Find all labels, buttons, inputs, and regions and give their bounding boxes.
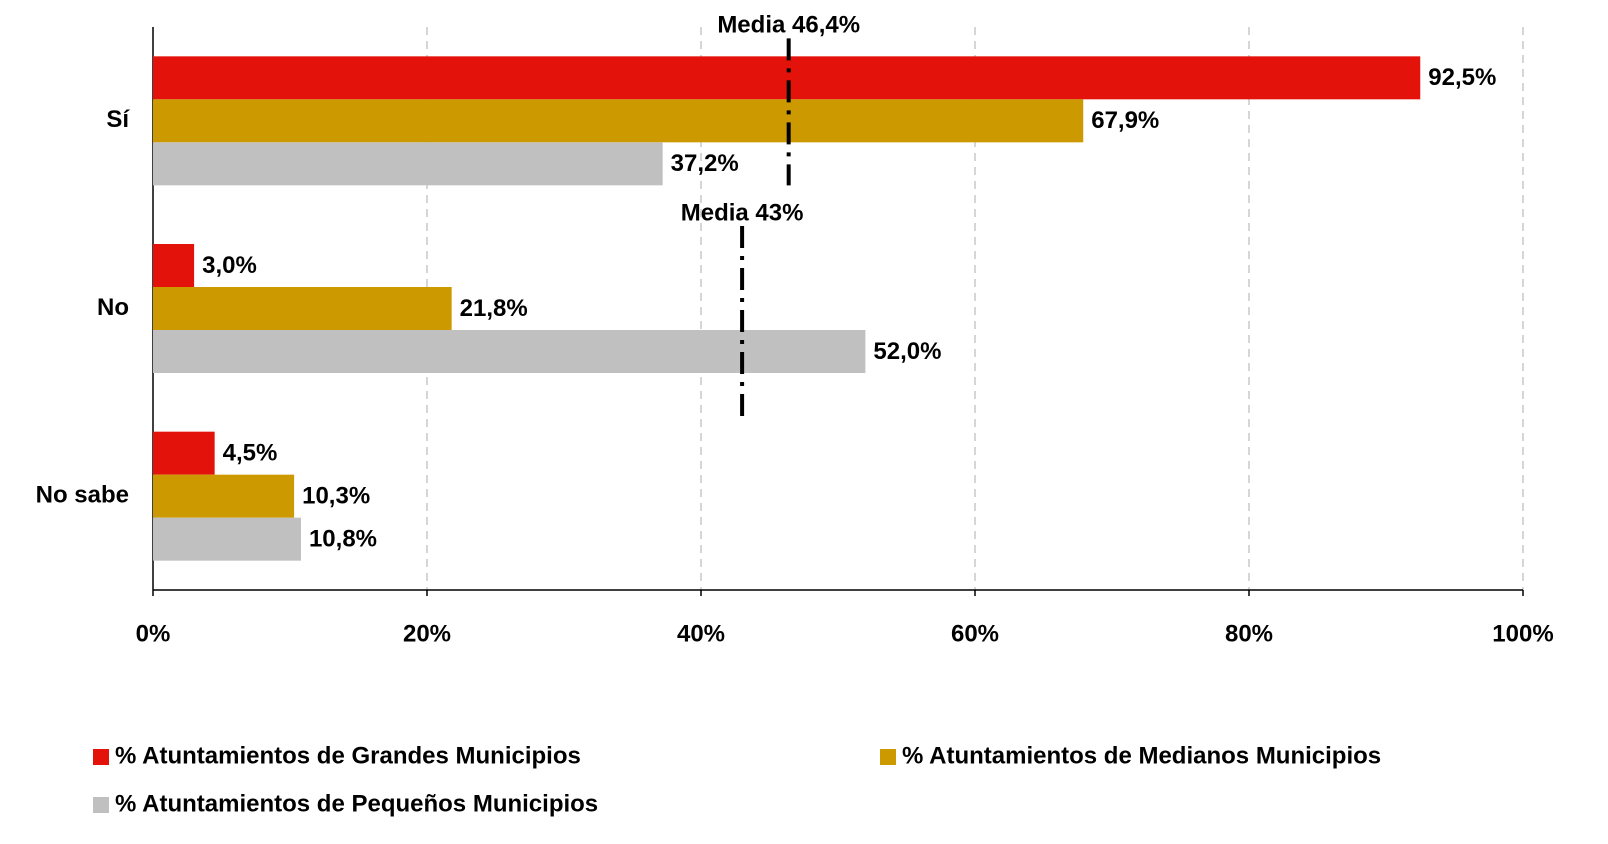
data-label: 92,5%: [1428, 64, 1496, 91]
data-label: 3,0%: [202, 252, 257, 279]
bar: [153, 99, 1084, 143]
legend-label: % Atuntamientos de Grandes Municipios: [115, 742, 581, 769]
y-tick-label: No: [97, 294, 129, 321]
bar: [153, 142, 663, 186]
legend-swatch: [93, 749, 109, 765]
bar: [153, 330, 866, 373]
data-label: 21,8%: [460, 295, 528, 322]
legend-swatch: [880, 749, 896, 765]
x-tick-label: 20%: [403, 620, 451, 647]
y-tick-label: Sí: [106, 106, 130, 133]
x-tick-label: 100%: [1492, 620, 1553, 647]
legend-label: % Atuntamientos de Pequeños Municipios: [115, 790, 598, 817]
annotation: Media 43%: [681, 199, 804, 226]
data-label: 37,2%: [671, 150, 739, 177]
bar: [153, 431, 215, 475]
x-tick-label: 40%: [677, 620, 725, 647]
annotation: Media 46,4%: [717, 12, 860, 39]
data-label: 10,3%: [302, 483, 370, 510]
data-label: 52,0%: [873, 338, 941, 365]
bar: [153, 287, 452, 330]
x-tick-label: 80%: [1225, 620, 1273, 647]
x-tick-label: 60%: [951, 620, 999, 647]
y-tick-label: No sabe: [36, 482, 129, 509]
bar: [153, 244, 195, 287]
bar: [153, 517, 301, 561]
data-label: 10,8%: [309, 526, 377, 553]
data-label: 67,9%: [1091, 107, 1159, 134]
x-tick-label: 0%: [136, 620, 171, 647]
legend-label: % Atuntamientos de Medianos Municipios: [902, 742, 1381, 769]
bar: [153, 474, 295, 518]
data-label: 4,5%: [223, 440, 278, 467]
bar: [153, 56, 1421, 100]
legend-swatch: [93, 797, 109, 813]
